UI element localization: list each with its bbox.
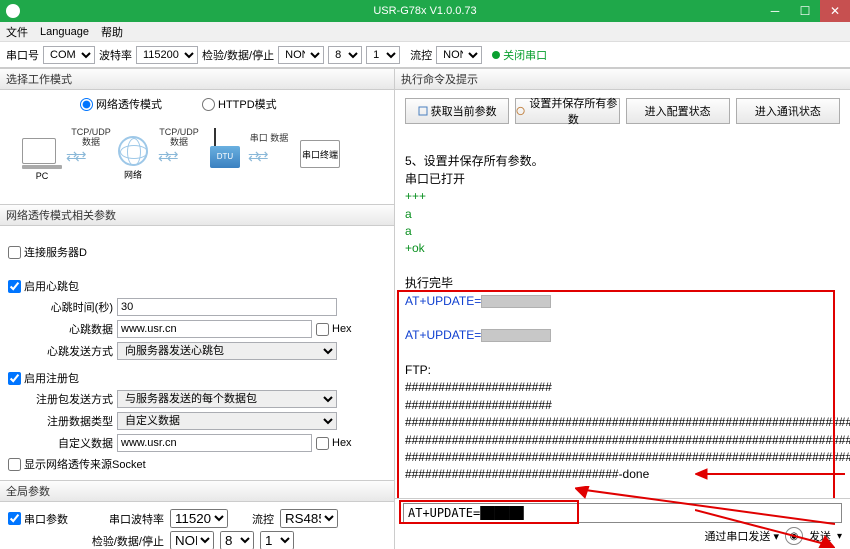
btn-get-params[interactable]: 获取当前参数 — [405, 98, 509, 124]
menu-bar: 文件 Language 帮助 — [0, 22, 850, 42]
chk-hex2[interactable]: Hex — [316, 437, 352, 450]
menu-file[interactable]: 文件 — [6, 24, 28, 40]
censored-text — [481, 329, 551, 342]
select-sflow[interactable]: RS485 — [280, 509, 338, 528]
flow-select[interactable]: NONE — [436, 46, 482, 64]
parity-select[interactable]: NONE — [278, 46, 324, 64]
select-hb-send[interactable]: 向服务器发送心跳包 — [117, 342, 337, 360]
input-hb-time[interactable] — [117, 298, 337, 316]
send-via[interactable]: 通过串口发送 ▾ — [704, 528, 779, 544]
input-custom-data[interactable] — [117, 434, 312, 452]
section-netparams: 网络透传模式相关参数 — [0, 204, 394, 226]
btn-config-mode[interactable]: 进入配置状态 — [626, 98, 730, 124]
select-sstopbits[interactable]: 1 — [260, 531, 294, 549]
minimize-button[interactable]: ─ — [760, 0, 790, 22]
baud-label: 波特率 — [99, 47, 132, 63]
get-icon — [418, 106, 428, 116]
select-sbaud[interactable]: 115200 — [170, 509, 228, 528]
window-title: USR-G78x V1.0.0.73 — [373, 5, 476, 17]
radio-httpd-mode[interactable]: HTTPD模式 — [202, 96, 277, 112]
flow-label: 流控 — [410, 47, 432, 63]
section-exec: 执行命令及提示 — [395, 68, 850, 90]
btn-comm-mode[interactable]: 进入通讯状态 — [736, 98, 840, 124]
port-select[interactable]: COM4 — [43, 46, 95, 64]
radio-net-mode[interactable]: 网络透传模式 — [80, 96, 162, 112]
diagram-net: 网络 — [118, 168, 148, 181]
send-row — [395, 498, 850, 527]
chevron-down-icon: ▾ — [837, 531, 842, 542]
select-reg-send[interactable]: 与服务器发送的每个数据包 — [117, 390, 337, 408]
mode-diagram: PC TCP/UDP数据 ⇄⇄ 网络 TCP/UDP数据 ⇄⇄ DTU 串口 数… — [10, 118, 384, 198]
diagram-dtu: DTU — [210, 146, 240, 168]
select-sparity[interactable]: NONE — [170, 531, 214, 549]
send-input[interactable] — [403, 503, 842, 523]
status-dot-icon — [492, 51, 500, 59]
title-bar: USR-G78x V1.0.0.73 ─ ☐ ✕ — [0, 0, 850, 22]
chk-register[interactable]: 启用注册包 — [8, 370, 79, 386]
section-global: 全局参数 — [0, 480, 394, 502]
chk-hex1[interactable]: Hex — [316, 323, 352, 336]
select-sdatabits[interactable]: 8 — [220, 531, 254, 549]
serial-toolbar: 串口号 COM4 波特率 115200 检验/数据/停止 NONE 8 1 流控… — [0, 42, 850, 68]
diagram-terminal: 串口终端 — [300, 140, 340, 168]
maximize-button[interactable]: ☐ — [790, 0, 820, 22]
app-icon — [6, 4, 20, 18]
check-label: 检验/数据/停止 — [202, 47, 274, 63]
menu-help[interactable]: 帮助 — [101, 24, 123, 40]
select-reg-type[interactable]: 自定义数据 — [117, 412, 337, 430]
chk-show-socket[interactable]: 显示网络透传来源Socket — [8, 456, 146, 472]
right-panel: 执行命令及提示 获取当前参数 设置并保存所有参数 进入配置状态 进入通讯状态 5… — [395, 68, 850, 549]
left-panel: 选择工作模式 网络透传模式 HTTPD模式 PC TCP/UDP数据 ⇄⇄ 网络… — [0, 68, 395, 549]
send-button[interactable]: ◉ — [785, 527, 803, 545]
section-workmode: 选择工作模式 — [0, 68, 394, 90]
btn-set-params[interactable]: 设置并保存所有参数 — [515, 98, 619, 124]
log-area: 5、设置并保存所有参数。 串口已打开 +++ a a +ok 执行完毕 AT+U… — [395, 132, 850, 498]
censored-text — [481, 295, 551, 308]
input-hb-data[interactable] — [117, 320, 312, 338]
diagram-pc: PC — [22, 171, 62, 181]
send-label: 发送 — [809, 528, 831, 544]
chk-heartbeat[interactable]: 启用心跳包 — [8, 278, 79, 294]
databits-select[interactable]: 8 — [328, 46, 362, 64]
close-port-button[interactable]: 关闭串口 — [492, 47, 547, 63]
stopbits-select[interactable]: 1 — [366, 46, 400, 64]
chevron-down-icon: ▾ — [773, 530, 779, 543]
menu-language[interactable]: Language — [40, 26, 89, 38]
chk-serial-params[interactable]: 串口参数 — [8, 511, 78, 527]
port-label: 串口号 — [6, 47, 39, 63]
baud-select[interactable]: 115200 — [136, 46, 198, 64]
close-button[interactable]: ✕ — [820, 0, 850, 22]
set-icon — [516, 106, 525, 116]
chk-conn-server[interactable]: 连接服务器D — [8, 244, 87, 260]
